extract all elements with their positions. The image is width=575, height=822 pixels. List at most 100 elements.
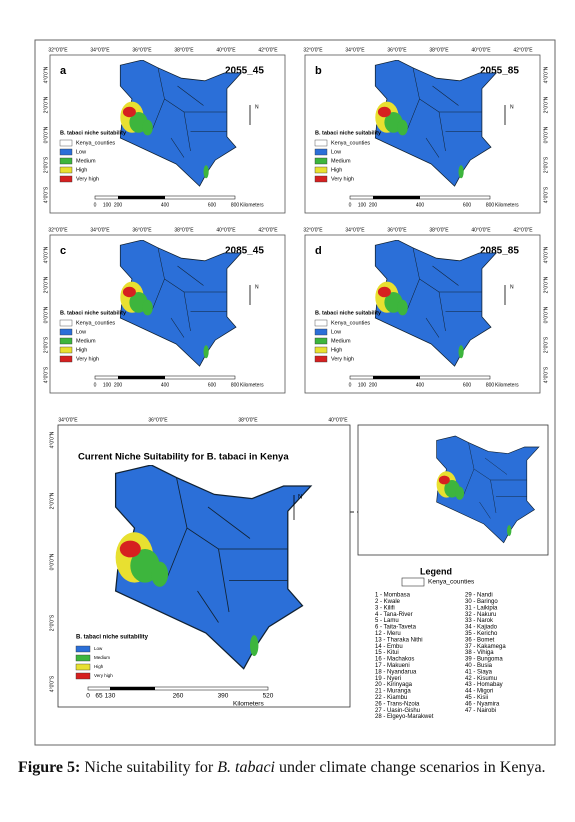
scale-tick: 0 [349,202,352,208]
lat-label: 2°0'0"N [43,276,49,293]
legend-item: Kenya_counties [331,140,370,146]
county: 26 - Trans-Nzoia [375,701,420,707]
lon-label: 38°0'0"E [429,47,449,53]
legend-swatch [59,157,73,165]
lat-label: 0°0'0"N [43,306,49,323]
county: 45 - Kisii [465,695,488,701]
lon-label: 38°0'0"E [174,47,194,53]
lat-label: 2°0'0"S [43,336,49,353]
scale-unit: Kilometers [240,382,264,388]
scale-tick: 400 [416,382,425,388]
scale-tick: 600 [463,382,472,388]
county: 44 - Migori [465,689,493,695]
legend-title: B. tabaci niche suitability [315,310,382,316]
county: 5 - Lamu [375,618,399,624]
lat-label: 2°0'0"N [49,492,55,509]
lon-label: 34°0'0"E [58,417,78,423]
caption: Figure 5: Niche suitability for B. tabac… [18,756,558,780]
lon-label: 40°0'0"E [328,417,348,423]
lat-label: 2°0'0"S [49,614,55,631]
figure-border [34,39,556,746]
legend-heading: Legend [420,566,452,576]
scale-unit: Kilometers [240,202,264,208]
lat-label: 2°0'0"N [43,96,49,113]
county: 13 - Tharaka Nithi [375,637,423,643]
lon-label: 38°0'0"E [238,417,258,423]
lat-label: 4°0'0"S [43,366,49,383]
county: 20 - Kirinyaga [375,682,413,688]
scale-tick: 100 [103,202,112,208]
legend-swatch [75,645,91,653]
legend-item: High [76,167,87,173]
scale-bar-fill [110,687,155,690]
county: 33 - Narok [465,618,494,624]
lat-label: 4°0'0"S [49,675,55,692]
county: 35 - Kericho [465,631,498,637]
legend-item: Very high [76,356,99,362]
county: 2 - Kwale [375,599,401,605]
legend-title: B. tabaci niche suitability [60,130,127,136]
scale-tick: 100 [358,202,367,208]
scale-tick: 0 [349,382,352,388]
legend-item: Very high [331,356,354,362]
county: 18 - Nyandarua [375,669,417,675]
county: 21 - Muranga [375,689,411,695]
scale-tick: 600 [208,202,217,208]
legend-item: Medium [94,655,110,660]
legend-swatch [75,672,91,680]
legend-swatch [59,319,73,327]
lon-label: 38°0'0"E [174,227,194,233]
county: 27 - Uasin-Gishu [375,708,420,714]
county: 38 - Vihiga [465,650,494,656]
county: 39 - Bungoma [465,657,503,663]
legend-item: Low [331,329,341,335]
scale-unit: Kilometers [233,701,264,708]
scenario: 2085_85 [480,246,519,257]
legend-item: High [94,664,104,669]
legend-swatch [59,166,73,174]
legend-swatch [75,663,91,671]
legend-item: Kenya_counties [76,320,115,326]
legend-item: Medium [331,338,351,344]
legend-item: Low [94,646,103,651]
legend-swatch [314,346,328,354]
scale-tick: 400 [416,202,425,208]
county: 17 - Makueni [375,663,410,669]
panel-label: a [60,65,67,77]
scale-tick: 600 [463,202,472,208]
county: 34 - Kajiado [465,625,498,631]
legend-swatch [59,355,73,363]
lat-label: 0°0'0"N [43,126,49,143]
scale-tick: 200 [369,382,378,388]
county: 46 - Nyamira [465,701,500,707]
north: N [255,104,259,110]
lon-label: 40°0'0"E [216,227,236,233]
lat-label: 0°0'0"N [543,126,549,143]
scale-tick: 390 [218,693,229,700]
scenario: 2085_45 [225,246,264,257]
lat-label: 2°0'0"N [543,276,549,293]
legend-swatch [59,346,73,354]
county: 31 - Laikipia [465,605,498,611]
scale-tick: 100 [358,382,367,388]
scale-tick: 520 [263,693,274,700]
legend-item: Medium [76,158,96,164]
scale-tick: 260 [173,693,184,700]
lon-label: 40°0'0"E [471,227,491,233]
lat-label: 4°0'0"N [543,66,549,83]
legend-item: Kenya_counties [331,320,370,326]
scale-tick: 400 [161,382,170,388]
legend-swatch [314,328,328,336]
scale-tick: 65 [95,693,103,700]
legend-item: Very high [94,673,113,678]
lon-label: 36°0'0"E [387,47,407,53]
lon-label: 32°0'0"E [303,47,323,53]
lat-label: 4°0'0"N [543,246,549,263]
legend-item: Medium [331,158,351,164]
panel-label: c [60,245,66,257]
lon-label: 32°0'0"E [48,227,68,233]
scale-bar-fill [118,376,165,379]
county: 43 - Homabay [465,682,503,688]
scale-tick: 200 [114,202,123,208]
